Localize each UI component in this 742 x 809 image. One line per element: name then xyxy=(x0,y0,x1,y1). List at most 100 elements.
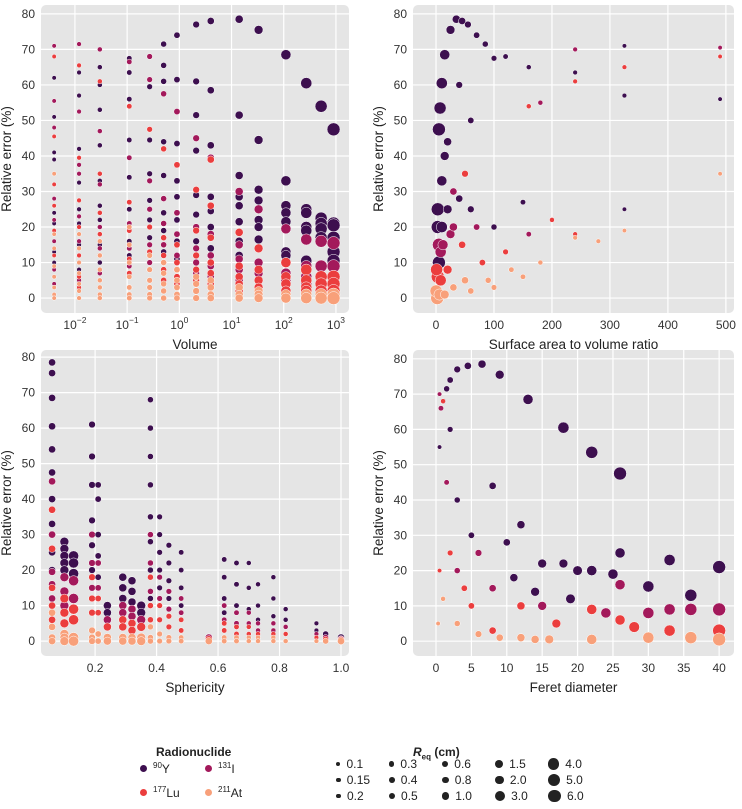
data-point-Lu xyxy=(156,616,163,623)
data-point-Y xyxy=(613,466,627,481)
data-point-Y xyxy=(221,595,228,602)
data-point-Lu xyxy=(136,622,146,632)
data-point-I xyxy=(97,224,103,230)
x-tick-label: 10−1 xyxy=(116,315,139,332)
data-point-Y xyxy=(146,136,153,144)
data-point-Y xyxy=(192,111,200,119)
data-point-Y xyxy=(253,222,264,232)
y-tick-label: 20 xyxy=(394,220,408,234)
y-tick-label: 0 xyxy=(400,291,407,305)
data-point-At xyxy=(435,621,441,627)
data-point-Lu xyxy=(165,623,172,631)
data-point-At xyxy=(51,171,57,177)
data-point-Y xyxy=(712,560,726,574)
data-point-Y xyxy=(509,573,519,582)
data-point-I xyxy=(76,162,82,168)
data-point-I xyxy=(51,217,57,223)
data-point-Y xyxy=(97,107,103,113)
x-tick-label: 400 xyxy=(658,318,678,332)
legend-size-label: 0.6 xyxy=(454,757,471,771)
data-point-Y xyxy=(537,558,547,569)
legend-size-marker xyxy=(442,760,449,768)
data-point-Y xyxy=(206,141,215,150)
data-point-Y xyxy=(246,585,252,591)
data-point-Y xyxy=(94,552,102,560)
data-point-I xyxy=(146,177,153,184)
data-point-Y xyxy=(76,69,82,76)
data-point-Y xyxy=(147,453,154,460)
legend-size-item: 0.1 xyxy=(336,757,363,771)
legend-size-marker xyxy=(336,777,341,783)
legend-size-marker xyxy=(548,758,560,770)
data-point-At xyxy=(684,631,698,644)
data-point-Y xyxy=(446,376,454,384)
data-point-I xyxy=(146,241,153,248)
data-point-At xyxy=(192,280,200,288)
legend-item-Lu: 177Lu xyxy=(140,785,180,800)
data-point-I xyxy=(300,233,313,246)
x-tick-label: 40 xyxy=(712,661,726,675)
data-point-Lu xyxy=(178,627,185,634)
data-point-Y xyxy=(314,99,328,113)
data-point-I xyxy=(97,46,103,53)
data-point-I xyxy=(173,252,181,259)
data-point-Y xyxy=(118,583,128,593)
data-point-I xyxy=(614,579,626,591)
y-tick-label: 0 xyxy=(400,634,407,648)
data-point-I xyxy=(255,620,261,627)
data-point-Y xyxy=(146,234,153,241)
legend-size-item: 0.2 xyxy=(336,789,364,803)
data-point-At xyxy=(97,295,103,301)
data-point-Lu xyxy=(502,248,509,256)
data-point-Lu xyxy=(221,620,228,627)
data-point-Lu xyxy=(234,261,244,271)
subplot-4: 0 10 20 30 40 50 60 70 80 0 5 10 15 20 25 30 35 40 Feret d… xyxy=(371,350,734,695)
data-point-At xyxy=(146,284,153,291)
data-point-Y xyxy=(178,549,185,556)
data-point-Lu xyxy=(48,583,56,592)
data-point-Y xyxy=(621,92,628,99)
data-point-Lu xyxy=(146,223,153,231)
data-point-I xyxy=(600,607,612,619)
data-point-Lu xyxy=(51,133,57,139)
data-point-At xyxy=(282,638,289,644)
data-point-Y xyxy=(94,481,102,489)
legend-marker xyxy=(205,765,212,772)
data-point-Lu xyxy=(206,258,215,267)
data-point-Lu xyxy=(246,624,252,630)
data-point-Lu xyxy=(178,616,185,623)
legend-size-marker xyxy=(548,789,561,803)
data-point-Y xyxy=(160,78,167,85)
data-point-At xyxy=(192,287,200,295)
data-point-Y xyxy=(146,83,153,90)
y-tick-label: 80 xyxy=(394,352,408,366)
data-point-Lu xyxy=(206,155,215,164)
data-point-I xyxy=(449,222,458,232)
legend-label: 177Lu xyxy=(153,785,180,800)
data-point-Lu xyxy=(234,228,244,237)
data-point-Y xyxy=(146,197,153,204)
data-point-Y xyxy=(156,513,163,520)
data-point-At xyxy=(178,638,185,645)
x-axis-label: Surface area to volume ratio xyxy=(489,337,659,352)
legend-item-At: 211At xyxy=(205,785,242,800)
data-point-I xyxy=(156,574,163,581)
data-point-Lu xyxy=(76,224,82,230)
data-point-Lu xyxy=(572,78,578,85)
data-point-Y xyxy=(326,122,341,137)
y-tick-label: 30 xyxy=(394,528,408,542)
legend-title-req: Req (cm) xyxy=(413,745,460,761)
data-point-Y xyxy=(621,206,627,212)
legend-size-label: 0.15 xyxy=(346,773,371,787)
data-point-At xyxy=(314,291,328,305)
data-point-Y xyxy=(482,40,489,48)
data-point-Y xyxy=(126,96,133,103)
data-point-Lu xyxy=(460,584,468,592)
data-point-Y xyxy=(453,496,461,504)
data-point-Y xyxy=(234,110,244,120)
legend-size-marker xyxy=(548,773,561,787)
data-point-Lu xyxy=(434,274,447,287)
legend-size-marker xyxy=(442,792,450,800)
legend-size-marker xyxy=(495,775,504,785)
